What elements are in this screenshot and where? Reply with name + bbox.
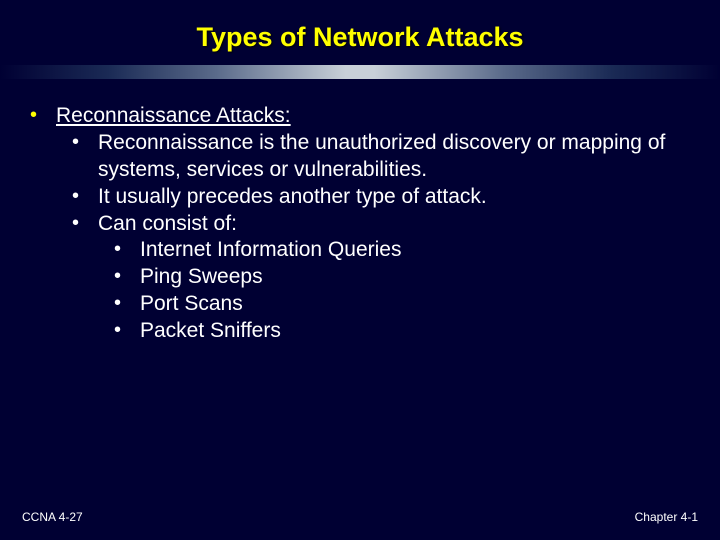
title-divider xyxy=(0,65,720,79)
l2-text: It usually precedes another type of atta… xyxy=(98,184,690,211)
l3-text: Packet Sniffers xyxy=(140,318,690,345)
bullet-icon: • xyxy=(30,103,56,130)
footer-left: CCNA 4-27 xyxy=(22,510,83,524)
bullet-l3: • Port Scans xyxy=(30,291,690,318)
l1-heading: Reconnaissance Attacks: xyxy=(56,103,690,130)
slide-title: Types of Network Attacks xyxy=(0,22,720,53)
bullet-icon: • xyxy=(72,184,98,211)
bullet-icon: • xyxy=(72,130,98,184)
slide-body: • Reconnaissance Attacks: • Reconnaissan… xyxy=(0,79,720,345)
bullet-l3: • Internet Information Queries xyxy=(30,237,690,264)
l2-text: Can consist of: xyxy=(98,211,690,238)
title-area: Types of Network Attacks xyxy=(0,0,720,53)
bullet-icon: • xyxy=(72,211,98,238)
bullet-l2: • It usually precedes another type of at… xyxy=(30,184,690,211)
bullet-l2: • Reconnaissance is the unauthorized dis… xyxy=(30,130,690,184)
footer-right: Chapter 4-1 xyxy=(635,510,698,524)
bullet-l3: • Ping Sweeps xyxy=(30,264,690,291)
bullet-l3: • Packet Sniffers xyxy=(30,318,690,345)
l2-text: Reconnaissance is the unauthorized disco… xyxy=(98,130,690,184)
l3-text: Port Scans xyxy=(140,291,690,318)
l3-text: Internet Information Queries xyxy=(140,237,690,264)
bullet-l1: • Reconnaissance Attacks: xyxy=(30,103,690,130)
bullet-icon: • xyxy=(114,318,140,345)
slide-footer: CCNA 4-27 Chapter 4-1 xyxy=(0,510,720,524)
bullet-icon: • xyxy=(114,237,140,264)
l3-text: Ping Sweeps xyxy=(140,264,690,291)
bullet-l2: • Can consist of: xyxy=(30,211,690,238)
bullet-icon: • xyxy=(114,291,140,318)
bullet-icon: • xyxy=(114,264,140,291)
